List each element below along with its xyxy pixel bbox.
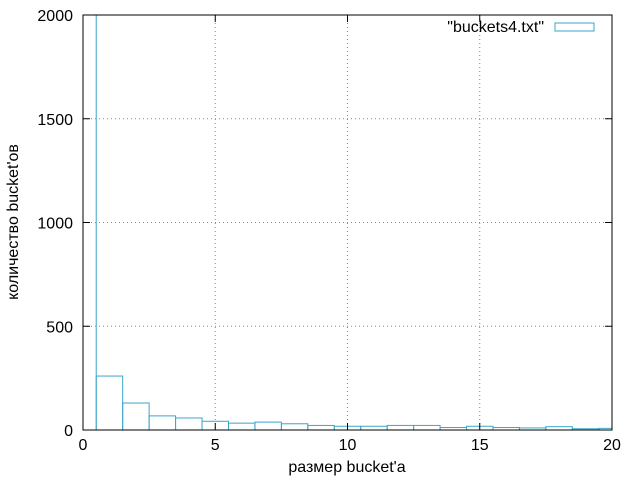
x-axis-label: размер bucket'a — [288, 459, 405, 476]
histogram-bar — [122, 402, 150, 431]
x-tick-label: 15 — [471, 437, 489, 454]
histogram-bar — [254, 421, 282, 431]
y-axis-label: количество bucket'ов — [5, 144, 22, 300]
histogram-bar — [175, 417, 203, 431]
histogram-bar — [386, 424, 415, 431]
histogram-bar — [95, 375, 124, 431]
x-tick-label: 5 — [211, 437, 220, 454]
histogram-bar — [280, 423, 309, 431]
y-tick-label: 500 — [46, 319, 73, 336]
x-tick-label: 20 — [603, 437, 621, 454]
legend-swatch — [554, 22, 595, 32]
grid — [83, 15, 612, 430]
y-tick-label: 1000 — [37, 216, 73, 233]
histogram-bar — [148, 415, 177, 431]
x-tick-label: 10 — [339, 437, 357, 454]
legend: "buckets4.txt" — [447, 19, 595, 36]
histogram-bar — [360, 425, 388, 431]
histogram-bar — [307, 424, 335, 431]
y-tick-label: 2000 — [37, 8, 73, 25]
axis-ticks: 0 500 1000 1500 2000 0 5 10 15 20 — [37, 8, 621, 454]
histogram-bar — [227, 422, 256, 431]
x-tick-label: 0 — [79, 437, 88, 454]
histogram-bar — [413, 424, 441, 431]
legend-label: "buckets4.txt" — [447, 19, 544, 36]
y-tick-label: 0 — [64, 423, 73, 440]
y-tick-label: 1500 — [37, 112, 73, 129]
